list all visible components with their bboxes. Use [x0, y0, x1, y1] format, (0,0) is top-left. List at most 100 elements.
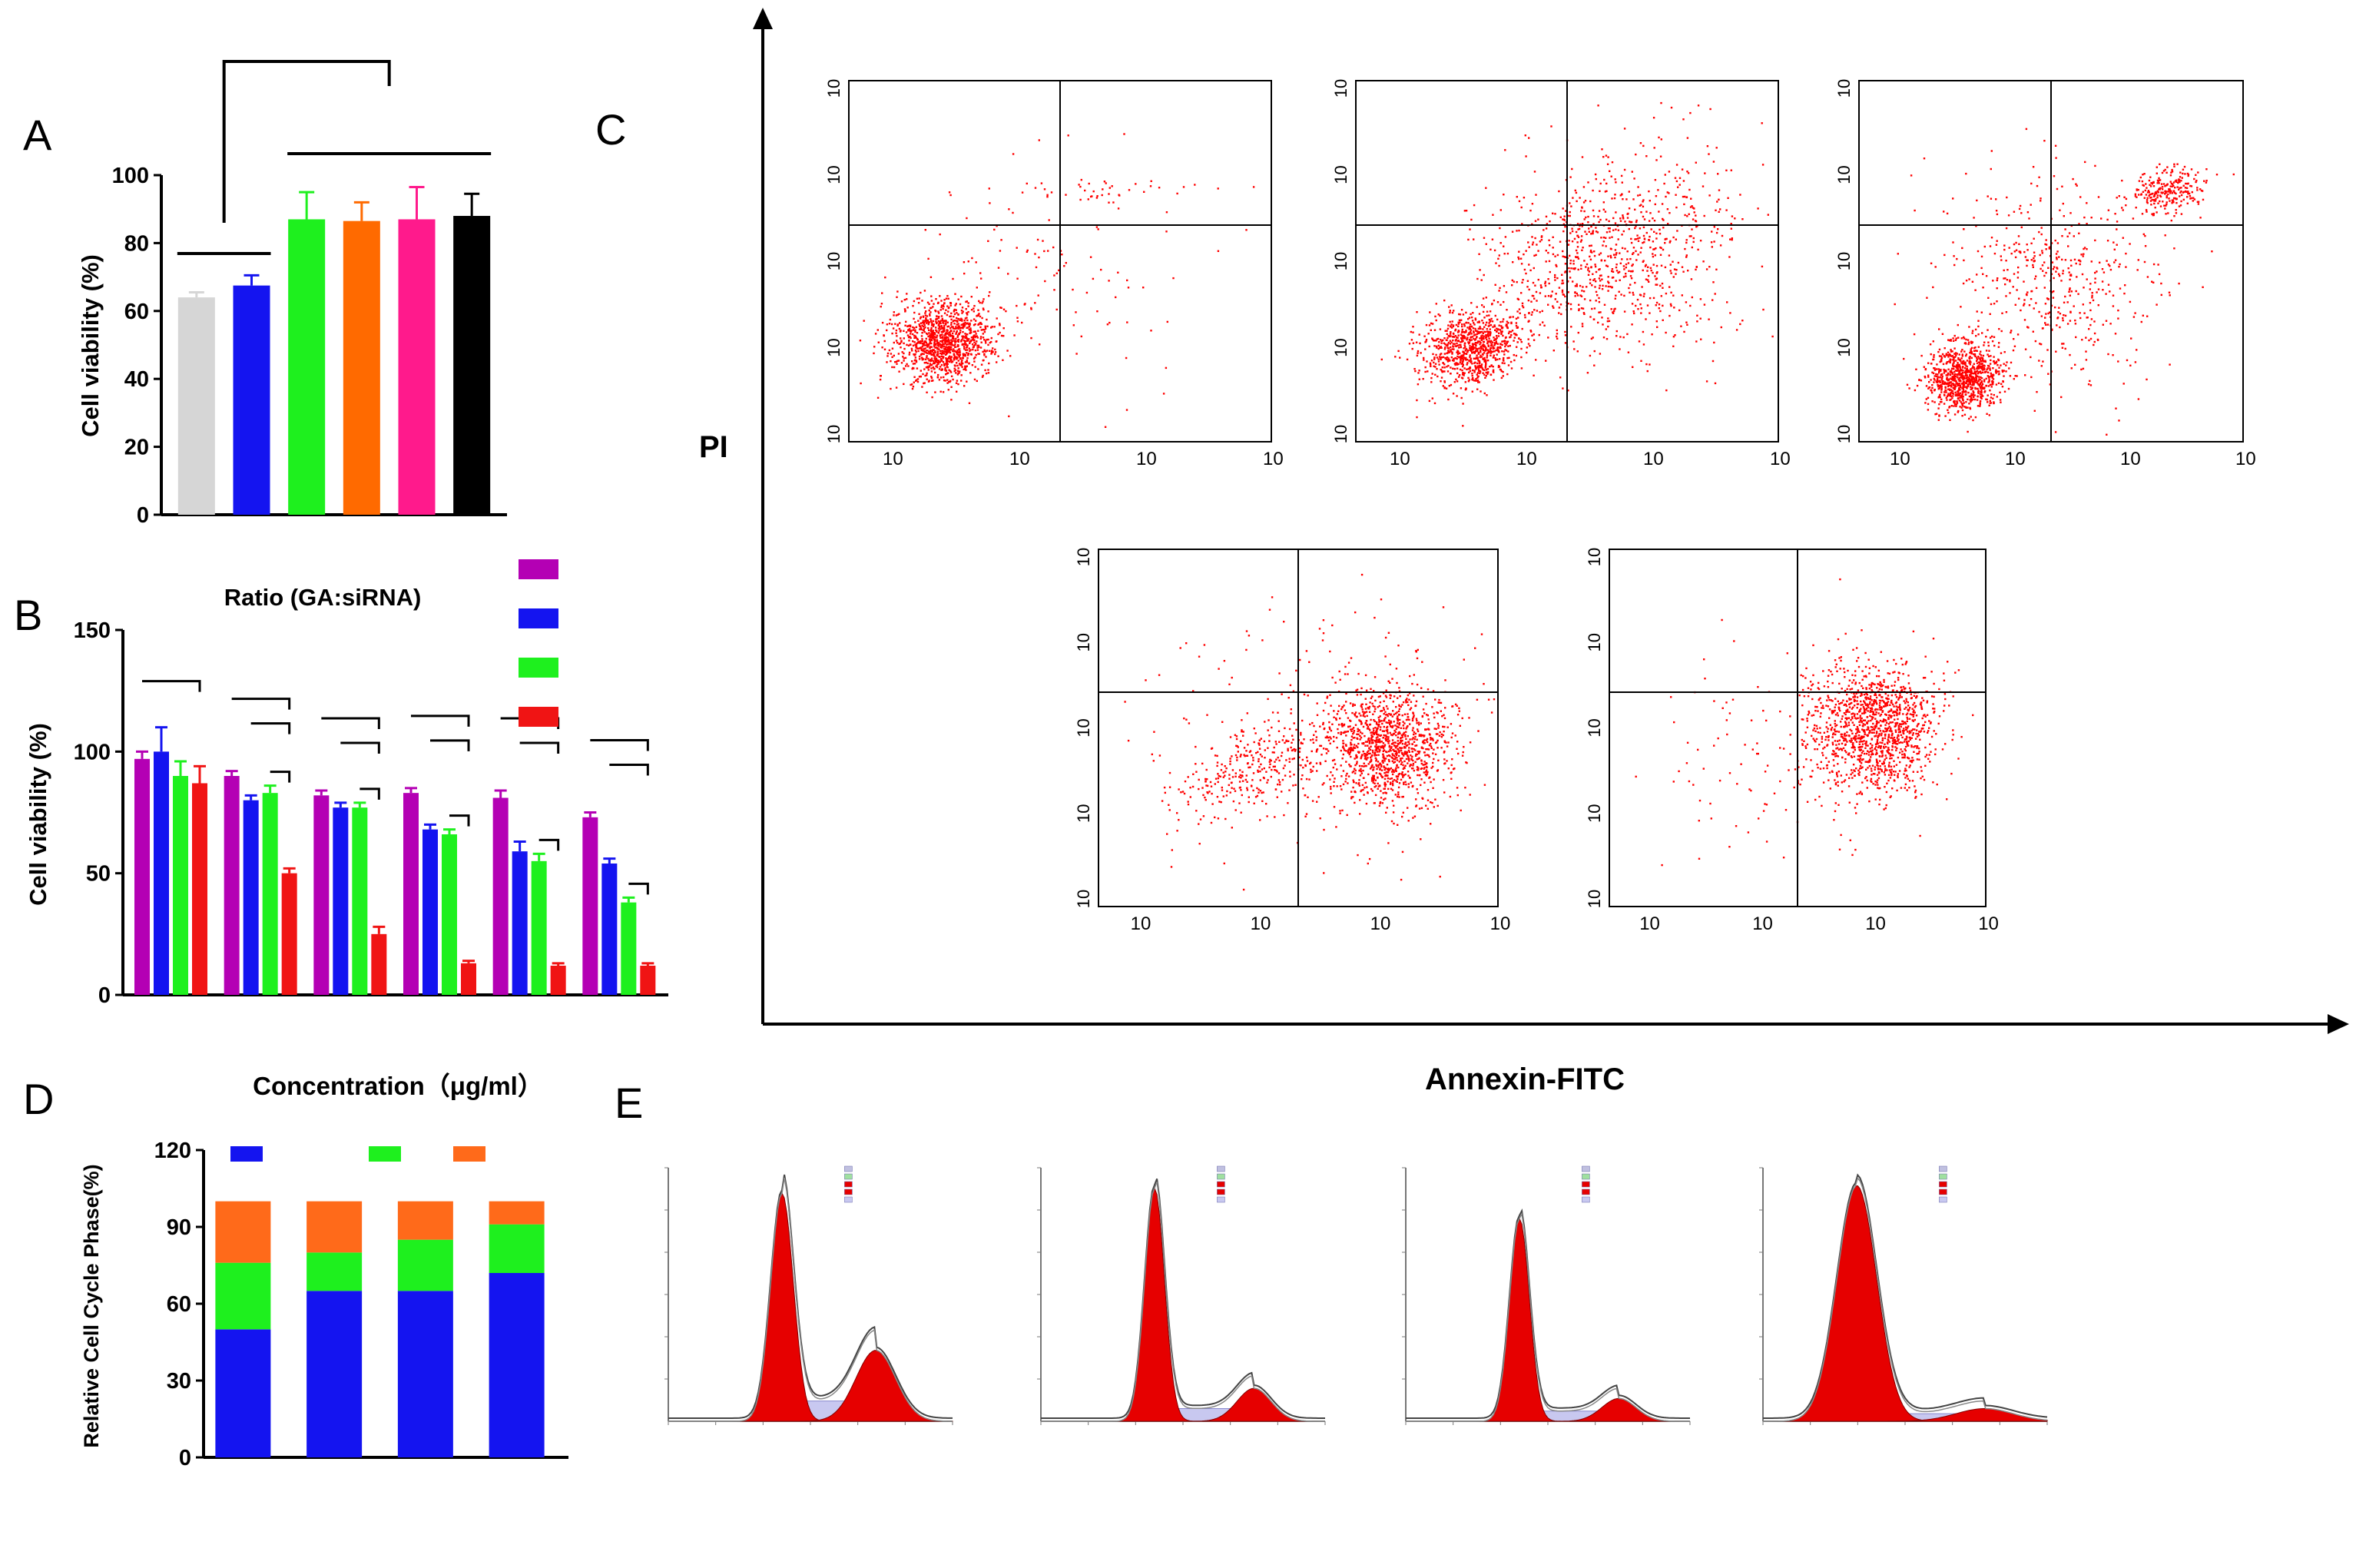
flow-event-dot	[1699, 298, 1702, 300]
flow-event-dot	[921, 332, 923, 334]
flow-event-dot	[2003, 375, 2005, 377]
flow-event-dot	[1492, 366, 1494, 368]
flow-event-dot	[971, 364, 974, 366]
flow-event-dot	[2043, 274, 2046, 277]
flow-event-dot	[2203, 180, 2205, 182]
flow-event-dot	[963, 353, 966, 356]
flow-event-dot	[977, 330, 979, 332]
flow-event-dot	[1012, 153, 1015, 155]
flow-event-dot	[2163, 204, 2165, 207]
flow-event-dot	[1947, 388, 1950, 390]
flow-event-dot	[2173, 215, 2175, 217]
flow-event-dot	[2090, 217, 2093, 219]
flow-event-dot	[931, 322, 933, 324]
flow-event-dot	[1480, 351, 1482, 353]
flow-event-dot	[1506, 356, 1509, 360]
flow-event-dot	[1989, 383, 1992, 386]
flow-event-dot	[940, 315, 943, 317]
flow-event-dot	[1593, 250, 1596, 253]
flow-event-dot	[2093, 332, 2096, 335]
flow-event-dot	[1599, 280, 1602, 282]
flow-event-dot	[1725, 209, 1728, 211]
flow-event-dot	[1486, 373, 1489, 375]
flow-event-dot	[1578, 309, 1580, 312]
flow-event-dot	[1945, 363, 1947, 365]
flow-event-dot	[1599, 353, 1602, 355]
panel-b-bar	[173, 776, 188, 995]
flow-event-dot	[2041, 264, 2044, 267]
flow-event-dot	[958, 333, 960, 336]
flow-event-dot	[1463, 334, 1465, 337]
flow-event-dot	[2039, 254, 2041, 257]
flow-event-dot	[1539, 284, 1543, 287]
flow-event-dot	[2097, 288, 2100, 290]
panel-b-sig-line	[628, 882, 649, 895]
flow-event-dot	[1474, 350, 1476, 353]
flow-event-dot	[1973, 391, 1975, 393]
flow-event-dot	[1580, 235, 1583, 237]
flow-event-dot	[1461, 369, 1463, 372]
flow-event-dot	[1696, 320, 1698, 323]
flow-event-dot	[899, 322, 901, 324]
flow-event-dot	[1621, 258, 1623, 260]
flow-event-dot	[1410, 339, 1413, 341]
flow-event-dot	[1655, 277, 1658, 280]
flow-event-dot	[2174, 180, 2177, 182]
flow-event-dot	[929, 330, 933, 333]
flow-event-dot	[1602, 156, 1605, 158]
flow-event-dot	[1439, 346, 1441, 349]
flow-event-dot	[1473, 343, 1476, 346]
flow-event-dot	[1108, 280, 1110, 282]
flow-event-dot	[1730, 169, 1732, 171]
flow-event-dot	[1450, 325, 1452, 327]
flow-event-dot	[1628, 191, 1630, 193]
flow-event-dot	[1556, 329, 1558, 332]
flow-event-dot	[2164, 207, 2166, 210]
flow-event-dot	[963, 325, 966, 327]
flow-event-dot	[1923, 366, 1925, 368]
flow-event-dot	[1957, 390, 1959, 393]
flow-event-dot	[1440, 342, 1443, 344]
flow-event-dot	[1632, 310, 1635, 313]
flow-event-dot	[930, 333, 933, 335]
flow-event-dot	[1953, 400, 1955, 403]
flow-event-dot	[994, 353, 996, 356]
flow-event-dot	[1016, 247, 1018, 249]
flow-event-dot	[1665, 195, 1667, 198]
flow-event-dot	[2003, 277, 2005, 280]
flow-event-dot	[973, 305, 976, 307]
flow-event-dot	[938, 321, 940, 324]
flow-event-dot	[943, 330, 946, 332]
flow-event-dot	[937, 312, 940, 314]
flow-event-dot	[1453, 363, 1456, 365]
flow-event-dot	[1933, 367, 1935, 370]
flow-event-dot	[1539, 323, 1542, 326]
flow-event-dot	[966, 322, 969, 324]
flow-event-dot	[2061, 185, 2063, 187]
flow-event-dot	[1979, 363, 1981, 365]
flow-event-dot	[909, 324, 912, 327]
flow-event-dot	[1416, 399, 1418, 402]
flow-event-dot	[1757, 207, 1759, 210]
flow-event-dot	[2024, 348, 2027, 350]
flow-event-dot	[1937, 376, 1940, 378]
flow-event-dot	[1635, 259, 1638, 261]
flow-event-dot	[876, 396, 880, 399]
flow-event-dot	[1644, 265, 1647, 267]
flow-event-dot	[1516, 281, 1518, 283]
flow-event-dot	[1477, 340, 1480, 343]
flow-event-dot	[1731, 238, 1733, 241]
flow-event-dot	[945, 320, 947, 322]
flow-event-dot	[881, 321, 884, 324]
flow-event-dot	[886, 361, 888, 363]
flow-event-dot	[933, 340, 936, 343]
flow-event-dot	[923, 368, 926, 370]
flow-event-dot	[1150, 180, 1152, 182]
flow-event-dot	[952, 378, 954, 381]
flow-event-dot	[1996, 213, 1999, 216]
flow-event-dot	[953, 348, 955, 350]
flow-event-dot	[976, 349, 979, 351]
flow-event-dot	[900, 362, 903, 364]
flow-event-dot	[914, 335, 916, 337]
flow-event-dot	[2118, 195, 2120, 197]
